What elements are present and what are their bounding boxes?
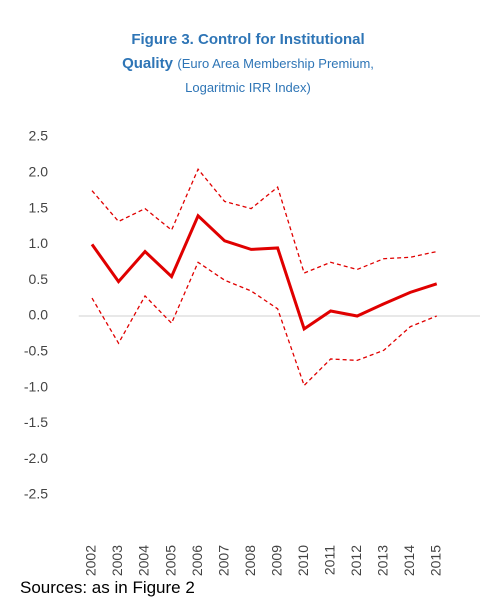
x-tick-label: 2003 [109, 545, 125, 576]
title-block: Figure 3. Control for Institutional Qual… [108, 28, 388, 100]
x-tick-label: 2002 [83, 545, 99, 576]
confidence-band-line [91, 167, 437, 274]
y-tick-label: -1.0 [24, 378, 48, 394]
x-tick-label: 2008 [242, 545, 258, 576]
x-tick-label: 2015 [427, 545, 443, 576]
estimate-line [90, 213, 438, 332]
x-tick-label: 2004 [136, 545, 152, 576]
y-tick-label: 1.5 [29, 199, 49, 215]
y-tick-label: 2.0 [29, 164, 49, 180]
x-tick-label: 2014 [401, 545, 417, 576]
y-tick-label: -0.5 [24, 343, 48, 359]
x-tick-label: 2007 [215, 545, 231, 576]
y-tick-label: 2.5 [29, 128, 49, 144]
chart-subtitle: (Euro Area Membership Premium, Logaritmi… [177, 56, 374, 95]
x-tick-label: 2011 [321, 545, 337, 575]
x-tick-label: 2010 [295, 545, 311, 576]
x-tick-label: 2005 [162, 545, 178, 576]
x-tick-label: 2006 [189, 545, 205, 576]
source-note: Sources: as in Figure 2 [20, 578, 195, 597]
y-tick-label: -2.0 [24, 450, 48, 466]
chart-title: Figure 3. Control for Institutional Qual… [122, 31, 365, 72]
y-tick-label: 0.5 [29, 271, 49, 287]
x-tick-label: 2013 [374, 545, 390, 576]
y-tick-label: 1.0 [29, 235, 49, 251]
y-tick-label: 0.0 [29, 307, 49, 323]
y-tick-label: -1.5 [24, 414, 48, 430]
confidence-band-line [91, 261, 437, 387]
y-tick-label: -2.5 [24, 486, 48, 502]
x-tick-label: 2012 [348, 545, 364, 576]
x-tick-label: 2009 [268, 545, 284, 576]
